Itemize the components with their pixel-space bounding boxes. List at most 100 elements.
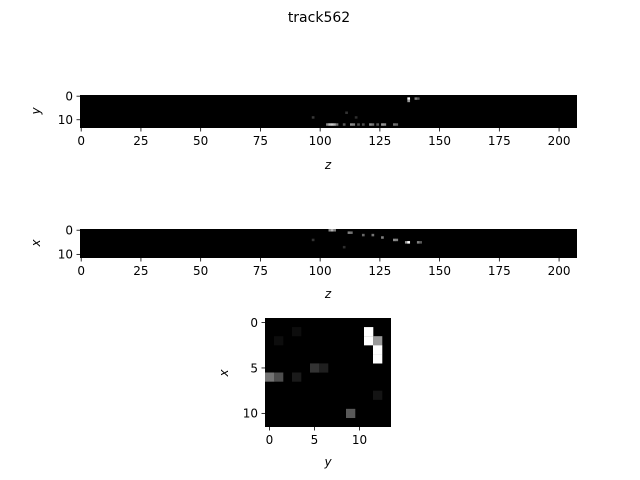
heatmap-cell <box>330 229 334 232</box>
heatmap-cell <box>292 327 302 337</box>
panel-zx-xlabel: z <box>324 287 332 301</box>
heatmap-cell <box>345 111 348 114</box>
panel-zx-x-ticks: 0 25 50 75 100 125 150 175 200 <box>77 258 571 278</box>
heatmap-cell <box>369 123 372 126</box>
heatmap-cell <box>393 123 396 126</box>
x-tick-label: 75 <box>253 264 268 278</box>
x-tick-label: 25 <box>133 134 148 148</box>
panel-zx-y-ticks: 0 10 <box>58 224 80 262</box>
heatmap-cell <box>352 123 356 126</box>
heatmap-cell <box>347 231 351 234</box>
x-tick-label: 10 <box>352 433 367 447</box>
y-tick-label: 0 <box>65 224 73 238</box>
heatmap-cell <box>373 354 383 364</box>
panel-zy-ylabel: y <box>29 107 43 116</box>
heatmap-cell <box>350 231 353 234</box>
heatmap-cell <box>361 233 365 237</box>
heatmap-cell <box>328 229 332 232</box>
x-tick-label: 0 <box>77 264 85 278</box>
heatmap-cell <box>373 336 383 346</box>
heatmap-cell <box>373 345 383 355</box>
x-tick-label: 150 <box>428 134 451 148</box>
heatmap-cell <box>333 229 336 232</box>
heatmap-cell <box>342 245 346 249</box>
heatmap-cell <box>376 123 379 126</box>
heatmap-cell <box>407 241 411 244</box>
heatmap-cell <box>326 123 329 126</box>
panel-zy-background <box>80 95 577 128</box>
heatmap-cell <box>381 236 384 239</box>
panel-zx-cells <box>311 229 422 249</box>
heatmap-cell <box>361 123 365 126</box>
x-tick-label: 0 <box>77 134 85 148</box>
x-tick-label: 75 <box>253 134 268 148</box>
x-tick-label: 50 <box>193 134 208 148</box>
y-tick-label: 5 <box>250 361 258 375</box>
panel-yx: 0 5 10 0 5 10 y x <box>217 316 391 469</box>
panel-zx: 0 25 50 75 100 125 150 175 200 0 10 z x <box>29 224 577 301</box>
y-tick-label: 0 <box>65 89 73 103</box>
heatmap-cell <box>350 123 353 126</box>
heatmap-cell <box>395 238 399 242</box>
panel-zy-y-ticks: 0 10 <box>58 89 80 127</box>
heatmap-cell <box>274 372 284 382</box>
heatmap-cell <box>346 408 356 419</box>
panel-zy-x-ticks: 0 25 50 75 100 125 150 175 200 <box>77 128 571 148</box>
panel-zy-cells <box>311 97 420 126</box>
heatmap-cell <box>381 123 384 126</box>
panel-yx-y-ticks: 0 5 10 <box>243 316 265 421</box>
panel-yx-cells <box>265 327 383 419</box>
heatmap-cell <box>404 241 408 244</box>
panel-zy-xlabel: z <box>324 158 332 172</box>
x-tick-label: 0 <box>266 433 274 447</box>
heatmap-cell <box>395 123 399 126</box>
heatmap-cell <box>414 97 418 100</box>
panel-zy: 0 25 50 75 100 125 150 175 200 0 10 z y <box>29 89 577 172</box>
heatmap-cell <box>311 116 315 119</box>
panel-zx-ylabel: x <box>29 239 43 248</box>
x-tick-label: 125 <box>368 134 391 148</box>
heatmap-cell <box>383 123 387 126</box>
heatmap-cell <box>311 238 315 242</box>
y-tick-label: 10 <box>243 407 258 421</box>
heatmap-cell <box>328 123 332 126</box>
heatmap-cell <box>371 233 375 237</box>
heatmap-cell <box>371 123 375 126</box>
heatmap-cell <box>292 372 302 382</box>
x-tick-label: 50 <box>193 264 208 278</box>
heatmap-cell <box>354 116 358 119</box>
x-tick-label: 200 <box>548 134 571 148</box>
heatmap-cell <box>357 123 360 126</box>
x-tick-label: 150 <box>428 264 451 278</box>
y-tick-label: 10 <box>58 248 73 262</box>
x-tick-label: 175 <box>488 134 511 148</box>
heatmap-cell <box>407 97 411 100</box>
heatmap-cell <box>364 327 374 337</box>
heatmap-cell <box>310 363 320 373</box>
x-tick-label: 100 <box>309 264 332 278</box>
figure-title: track562 <box>288 10 350 26</box>
heatmap-cell <box>274 336 284 346</box>
y-tick-label: 10 <box>58 113 73 127</box>
panel-yx-x-ticks: 0 5 10 <box>266 427 367 447</box>
panel-yx-ylabel: x <box>217 369 231 378</box>
panel-zx-background <box>80 229 577 258</box>
panel-yx-xlabel: y <box>323 455 332 469</box>
heatmap-cell <box>265 372 275 382</box>
heatmap-cell <box>393 238 396 242</box>
x-tick-label: 175 <box>488 264 511 278</box>
heatmap-cell <box>416 241 420 244</box>
heatmap-cell <box>416 97 420 100</box>
x-tick-label: 200 <box>548 264 571 278</box>
heatmap-cell <box>342 123 346 126</box>
y-tick-label: 0 <box>250 316 258 330</box>
heatmap-cell <box>319 363 329 373</box>
heatmap-cell <box>419 241 422 244</box>
x-tick-label: 125 <box>368 264 391 278</box>
heatmap-cell <box>330 123 334 126</box>
x-tick-label: 5 <box>311 433 319 447</box>
x-tick-label: 100 <box>309 134 332 148</box>
heatmap-cell <box>407 99 411 103</box>
x-tick-label: 25 <box>133 264 148 278</box>
